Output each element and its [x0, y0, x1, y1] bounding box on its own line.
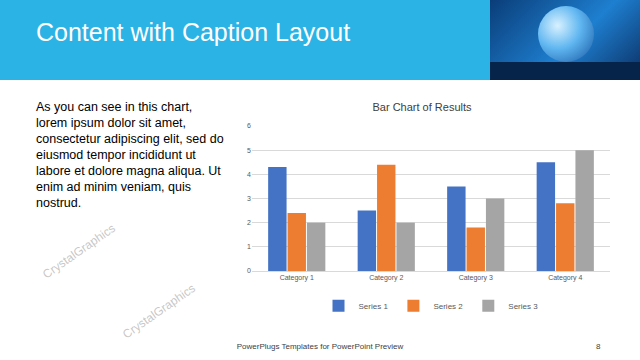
svg-text:6: 6 [247, 122, 251, 129]
svg-text:Category 3: Category 3 [459, 274, 493, 282]
html-text:CrystalGraphics: CrystalGraphics [120, 281, 198, 342]
html-text:CrystalGraphics: CrystalGraphics [40, 221, 118, 282]
svg-text:Category 4: Category 4 [548, 274, 582, 282]
svg-text:Series 2: Series 2 [433, 302, 463, 311]
svg-text:5: 5 [247, 147, 251, 154]
html-text:PowerPlugs Templates for Power: PowerPlugs Templates for PowerPoint Prev… [236, 342, 404, 351]
svg-text:3: 3 [247, 195, 251, 202]
html-text:Content with Caption Layout: Content with Caption Layout [36, 18, 351, 46]
html-text:8: 8 [596, 342, 601, 351]
svg-text:Series 1: Series 1 [359, 302, 389, 311]
svg-text:Category 1: Category 1 [280, 274, 314, 282]
svg-text:0: 0 [247, 267, 251, 274]
svg-text:Series 3: Series 3 [508, 302, 538, 311]
html-text:As you can see in this chart,: As you can see in this chart, lorem ipsu… [36, 100, 224, 210]
svg-text:4: 4 [247, 171, 251, 178]
svg-text:Category 2: Category 2 [369, 274, 403, 282]
svg-text:2: 2 [247, 219, 251, 226]
svg-text:1: 1 [247, 243, 251, 250]
svg-text:Bar Chart of Results: Bar Chart of Results [372, 101, 472, 113]
